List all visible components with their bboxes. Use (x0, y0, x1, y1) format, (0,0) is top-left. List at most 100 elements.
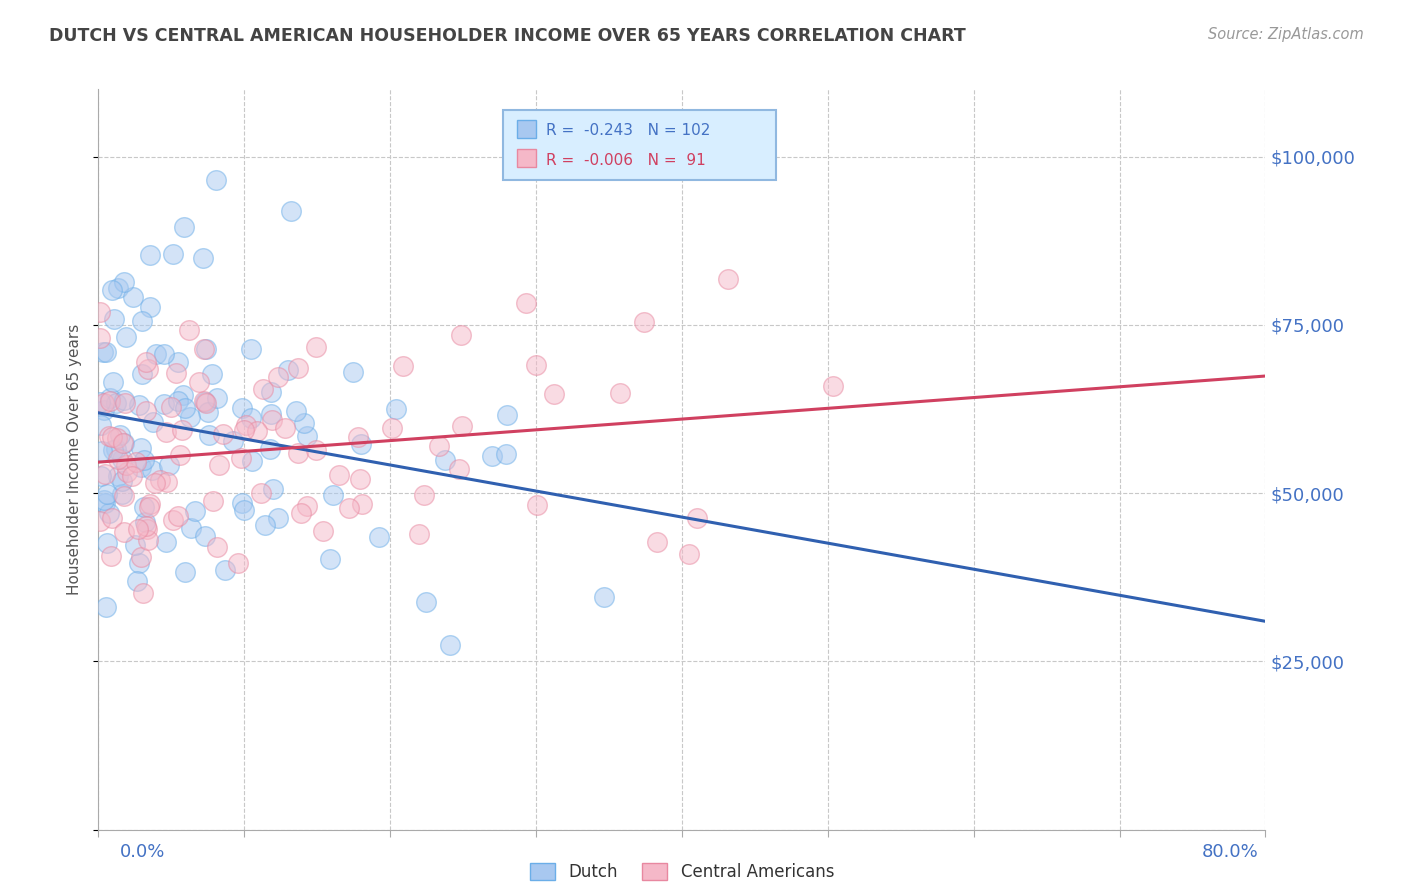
Point (240, 453, 263, 467)
Point (717, 272, 740, 286)
Point (367, 530, 389, 544)
Point (114, 458, 136, 472)
Point (481, 450, 503, 464)
Point (156, 475, 179, 489)
Point (139, 248, 162, 262)
Point (201, 368, 224, 382)
Point (167, 508, 190, 523)
Point (235, 417, 257, 432)
Point (98, 429, 121, 443)
Point (136, 522, 159, 536)
Point (645, 535, 668, 549)
Point (287, 446, 309, 460)
Legend: Dutch, Central Americans: Dutch, Central Americans (523, 856, 841, 888)
Point (169, 448, 191, 462)
Point (162, 247, 184, 261)
Point (139, 301, 162, 315)
Point (290, 506, 312, 520)
Point (89, 331, 111, 345)
Point (172, 388, 194, 402)
Point (447, 462, 470, 476)
Point (96, 600, 118, 615)
Point (167, 393, 190, 408)
Point (165, 367, 187, 381)
Point (495, 447, 517, 461)
Point (180, 520, 202, 534)
Point (141, 463, 163, 477)
Point (136, 362, 159, 376)
Point (155, 535, 177, 549)
Point (129, 459, 152, 474)
Point (515, 295, 537, 310)
Point (284, 404, 307, 418)
Point (127, 522, 149, 536)
Point (173, 401, 195, 415)
Point (252, 382, 274, 396)
Point (93, 402, 115, 417)
Point (259, 442, 281, 456)
Point (328, 467, 350, 482)
Point (103, 443, 125, 458)
Point (254, 518, 277, 533)
Point (174, 565, 197, 579)
Point (381, 421, 404, 435)
Text: 80.0%: 80.0% (1202, 843, 1258, 861)
Point (131, 368, 153, 382)
Point (153, 397, 176, 411)
Point (526, 498, 548, 512)
Point (274, 421, 297, 435)
Point (240, 342, 263, 356)
Point (162, 513, 184, 527)
Point (93, 396, 115, 410)
Point (131, 549, 153, 564)
Point (391, 359, 413, 374)
Point (143, 476, 166, 491)
Point (138, 500, 160, 514)
Point (122, 290, 145, 304)
Point (100, 283, 122, 297)
Point (262, 482, 284, 496)
Point (128, 398, 150, 412)
Point (287, 360, 309, 375)
Point (96, 487, 118, 501)
Point (115, 330, 138, 344)
Point (222, 434, 245, 449)
Point (593, 590, 616, 604)
Point (136, 533, 159, 547)
Point (295, 500, 318, 514)
Point (89, 395, 111, 409)
Point (246, 425, 269, 439)
Point (524, 358, 547, 372)
Point (125, 574, 148, 588)
Point (107, 281, 129, 295)
Point (201, 493, 224, 508)
Point (233, 503, 256, 517)
Point (124, 455, 146, 469)
Point (93, 493, 115, 508)
Point (112, 489, 135, 503)
Point (129, 441, 152, 455)
Point (434, 453, 457, 467)
Point (89, 305, 111, 319)
Point (142, 415, 165, 429)
Point (135, 404, 157, 418)
Point (280, 204, 302, 219)
Point (170, 423, 193, 437)
Point (134, 500, 156, 515)
Point (198, 428, 221, 442)
Point (90, 468, 112, 483)
Point (543, 386, 565, 401)
Point (212, 427, 235, 442)
Point (114, 396, 136, 410)
Point (609, 385, 631, 400)
Point (305, 442, 328, 457)
Point (173, 220, 195, 235)
Point (193, 394, 215, 409)
Point (208, 458, 231, 473)
Point (112, 436, 135, 450)
Point (107, 469, 129, 483)
Point (346, 430, 368, 444)
Point (100, 430, 122, 444)
Point (305, 340, 328, 354)
Point (413, 488, 436, 502)
